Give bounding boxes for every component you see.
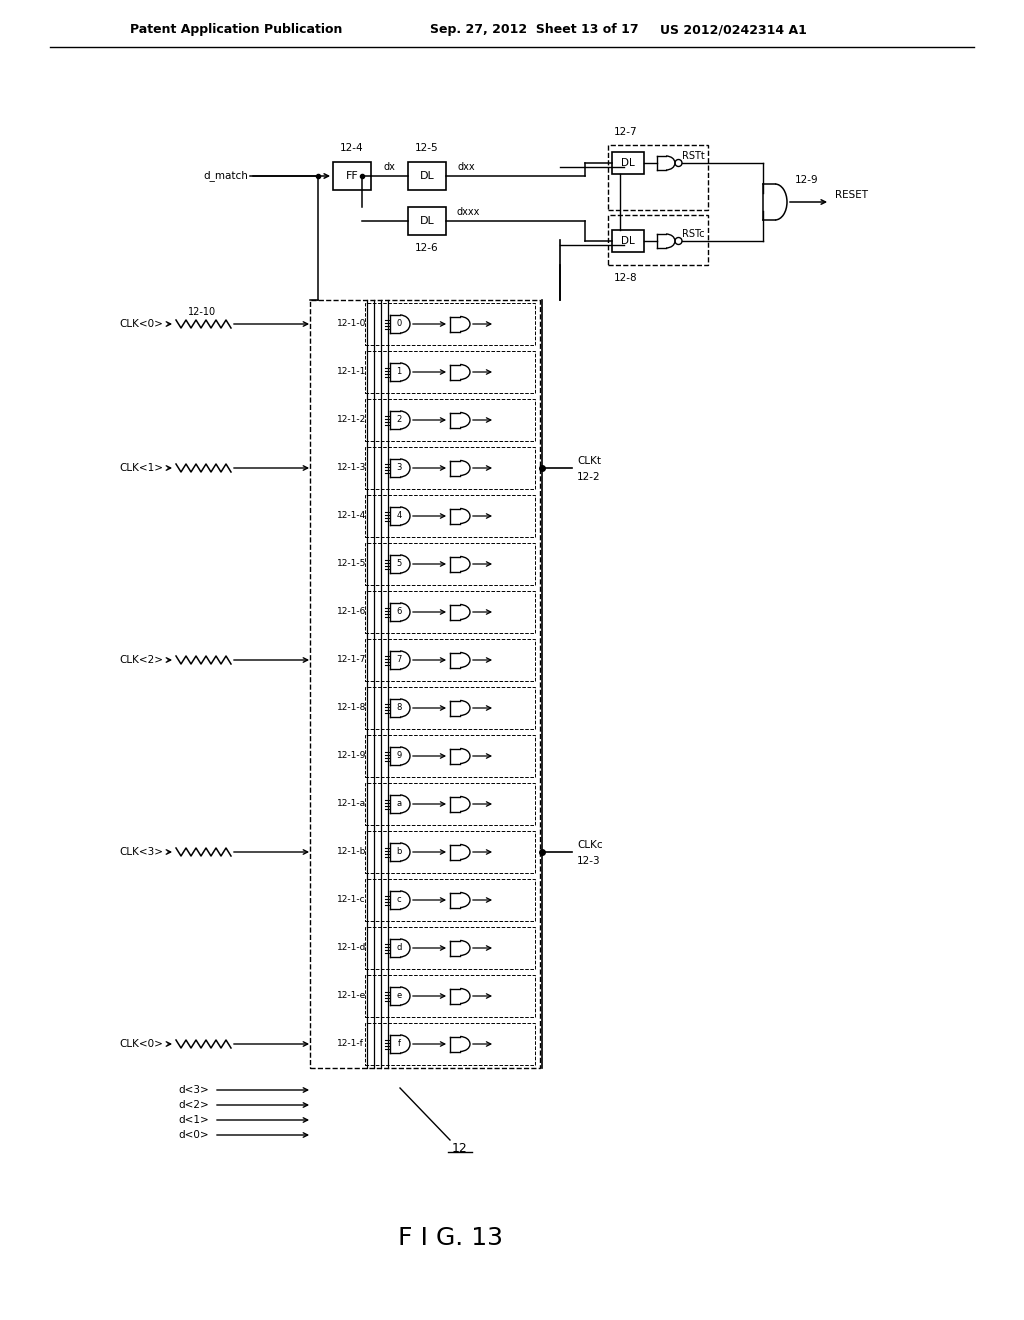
Bar [408, 207, 446, 235]
Text: 2: 2 [396, 416, 401, 425]
Text: 8: 8 [396, 704, 401, 713]
Text: 12-1-4: 12-1-4 [337, 511, 367, 520]
Text: DL: DL [622, 236, 635, 246]
Text: 12-1-1: 12-1-1 [337, 367, 367, 376]
Text: 12-1-e: 12-1-e [337, 991, 367, 1001]
Text: dx: dx [384, 162, 395, 172]
Bar [365, 686, 535, 729]
Text: 4: 4 [396, 511, 401, 520]
Text: CLK<3>: CLK<3> [119, 847, 163, 857]
Text: FF: FF [346, 172, 358, 181]
Bar [365, 351, 535, 393]
Bar [365, 1023, 535, 1065]
Text: 12-1-5: 12-1-5 [337, 560, 367, 569]
Text: 12-10: 12-10 [188, 308, 216, 317]
Bar [310, 300, 540, 1068]
Text: 12-1-3: 12-1-3 [337, 463, 367, 473]
Bar [365, 927, 535, 969]
Text: b: b [396, 847, 401, 857]
Text: DL: DL [420, 216, 434, 226]
Text: 12-1-0: 12-1-0 [337, 319, 367, 329]
Text: 12-5: 12-5 [415, 143, 439, 153]
Bar [612, 152, 644, 174]
Bar [365, 399, 535, 441]
Text: RSTt: RSTt [682, 150, 705, 161]
Text: 0: 0 [396, 319, 401, 329]
Text: 12-1-8: 12-1-8 [337, 704, 367, 713]
Text: 12-1-7: 12-1-7 [337, 656, 367, 664]
Text: 12-1-c: 12-1-c [337, 895, 366, 904]
Text: Patent Application Publication: Patent Application Publication [130, 24, 342, 37]
Text: DL: DL [622, 158, 635, 168]
Text: d: d [396, 944, 401, 953]
Text: CLK<0>: CLK<0> [119, 319, 163, 329]
Text: DL: DL [420, 172, 434, 181]
Bar [365, 879, 535, 921]
Bar [365, 975, 535, 1016]
Text: 12-9: 12-9 [795, 176, 818, 185]
Text: dxx: dxx [457, 162, 475, 172]
Text: US 2012/0242314 A1: US 2012/0242314 A1 [660, 24, 807, 37]
Text: d<1>: d<1> [178, 1115, 209, 1125]
Bar [333, 162, 371, 190]
Text: d<0>: d<0> [178, 1130, 209, 1140]
Text: 12-1-6: 12-1-6 [337, 607, 367, 616]
Text: 12-2: 12-2 [577, 473, 601, 482]
Text: 12-6: 12-6 [415, 243, 439, 253]
Text: 5: 5 [396, 560, 401, 569]
Bar [608, 215, 708, 265]
Text: 9: 9 [396, 751, 401, 760]
Text: d_match: d_match [203, 170, 248, 181]
Text: 12-1-9: 12-1-9 [337, 751, 367, 760]
Text: 12-4: 12-4 [340, 143, 364, 153]
Text: c: c [396, 895, 401, 904]
Text: Sep. 27, 2012  Sheet 13 of 17: Sep. 27, 2012 Sheet 13 of 17 [430, 24, 639, 37]
Bar [612, 230, 644, 252]
Text: CLK<1>: CLK<1> [119, 463, 163, 473]
Text: RESET: RESET [835, 190, 868, 201]
Text: d<2>: d<2> [178, 1100, 209, 1110]
Text: a: a [396, 800, 401, 808]
Text: CLKt: CLKt [577, 455, 601, 466]
Text: f: f [397, 1040, 400, 1048]
Text: CLKc: CLKc [577, 840, 603, 850]
Text: 12-1-d: 12-1-d [337, 944, 367, 953]
Bar [365, 495, 535, 537]
Text: 7: 7 [396, 656, 401, 664]
Text: CLK<0>: CLK<0> [119, 1039, 163, 1049]
Bar [365, 639, 535, 681]
Bar [365, 591, 535, 634]
Text: 3: 3 [396, 463, 401, 473]
Text: 12-8: 12-8 [614, 273, 638, 282]
Bar [365, 832, 535, 873]
Text: e: e [396, 991, 401, 1001]
Text: 12-1-a: 12-1-a [337, 800, 367, 808]
Text: dxxx: dxxx [457, 207, 479, 216]
Text: 12-7: 12-7 [614, 127, 638, 137]
Text: 1: 1 [396, 367, 401, 376]
Text: 12-3: 12-3 [577, 855, 601, 866]
Text: RSTc: RSTc [682, 228, 705, 239]
Bar [365, 543, 535, 585]
Text: d<3>: d<3> [178, 1085, 209, 1096]
Text: 12-1-2: 12-1-2 [337, 416, 367, 425]
Bar [365, 735, 535, 777]
Text: 12-1-f: 12-1-f [337, 1040, 364, 1048]
Text: CLK<2>: CLK<2> [119, 655, 163, 665]
Text: F I G. 13: F I G. 13 [397, 1226, 503, 1250]
Bar [408, 162, 446, 190]
Bar [365, 447, 535, 488]
Text: 12-1-b: 12-1-b [337, 847, 367, 857]
Bar [365, 783, 535, 825]
Text: 6: 6 [396, 607, 401, 616]
Text: 12: 12 [453, 1142, 468, 1155]
Bar [608, 145, 708, 210]
Bar [365, 304, 535, 345]
